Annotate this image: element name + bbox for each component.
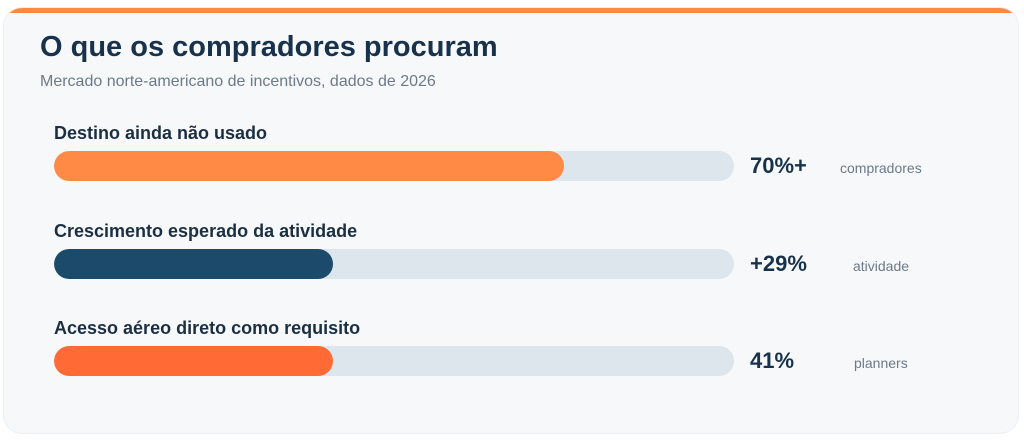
- bar-label: Acesso aéreo direto como requisito: [54, 318, 361, 338]
- chart-card: O que os compradores procuram Mercado no…: [4, 8, 1018, 433]
- bar-track: [54, 151, 734, 181]
- bar-fill: [54, 151, 564, 181]
- bar-fill: [54, 249, 333, 279]
- chart-subtitle: Mercado norte-americano de incentivos, d…: [40, 73, 436, 90]
- bar-label: Destino ainda não usado: [54, 123, 268, 143]
- bar-unit: atividade: [853, 258, 910, 274]
- bar-fill: [54, 346, 333, 376]
- bar-value: +29%: [750, 251, 807, 276]
- bar-row: Destino ainda não usado 70%+ compradores: [4, 123, 1018, 203]
- bar-value: 70%+: [750, 153, 807, 178]
- bar-row: Crescimento esperado da atividade +29% a…: [4, 221, 1018, 301]
- bar-label: Crescimento esperado da atividade: [54, 221, 358, 241]
- bar-row: Acesso aéreo direto como requisito 41% p…: [4, 318, 1018, 398]
- bar-track: [54, 249, 734, 279]
- accent-bar: [4, 8, 1018, 13]
- bar-value: 41%: [750, 348, 795, 373]
- bar-unit: compradores: [840, 160, 922, 176]
- chart-title: O que os compradores procuram: [40, 31, 498, 63]
- bar-unit: planners: [854, 355, 908, 371]
- bar-track: [54, 346, 734, 376]
